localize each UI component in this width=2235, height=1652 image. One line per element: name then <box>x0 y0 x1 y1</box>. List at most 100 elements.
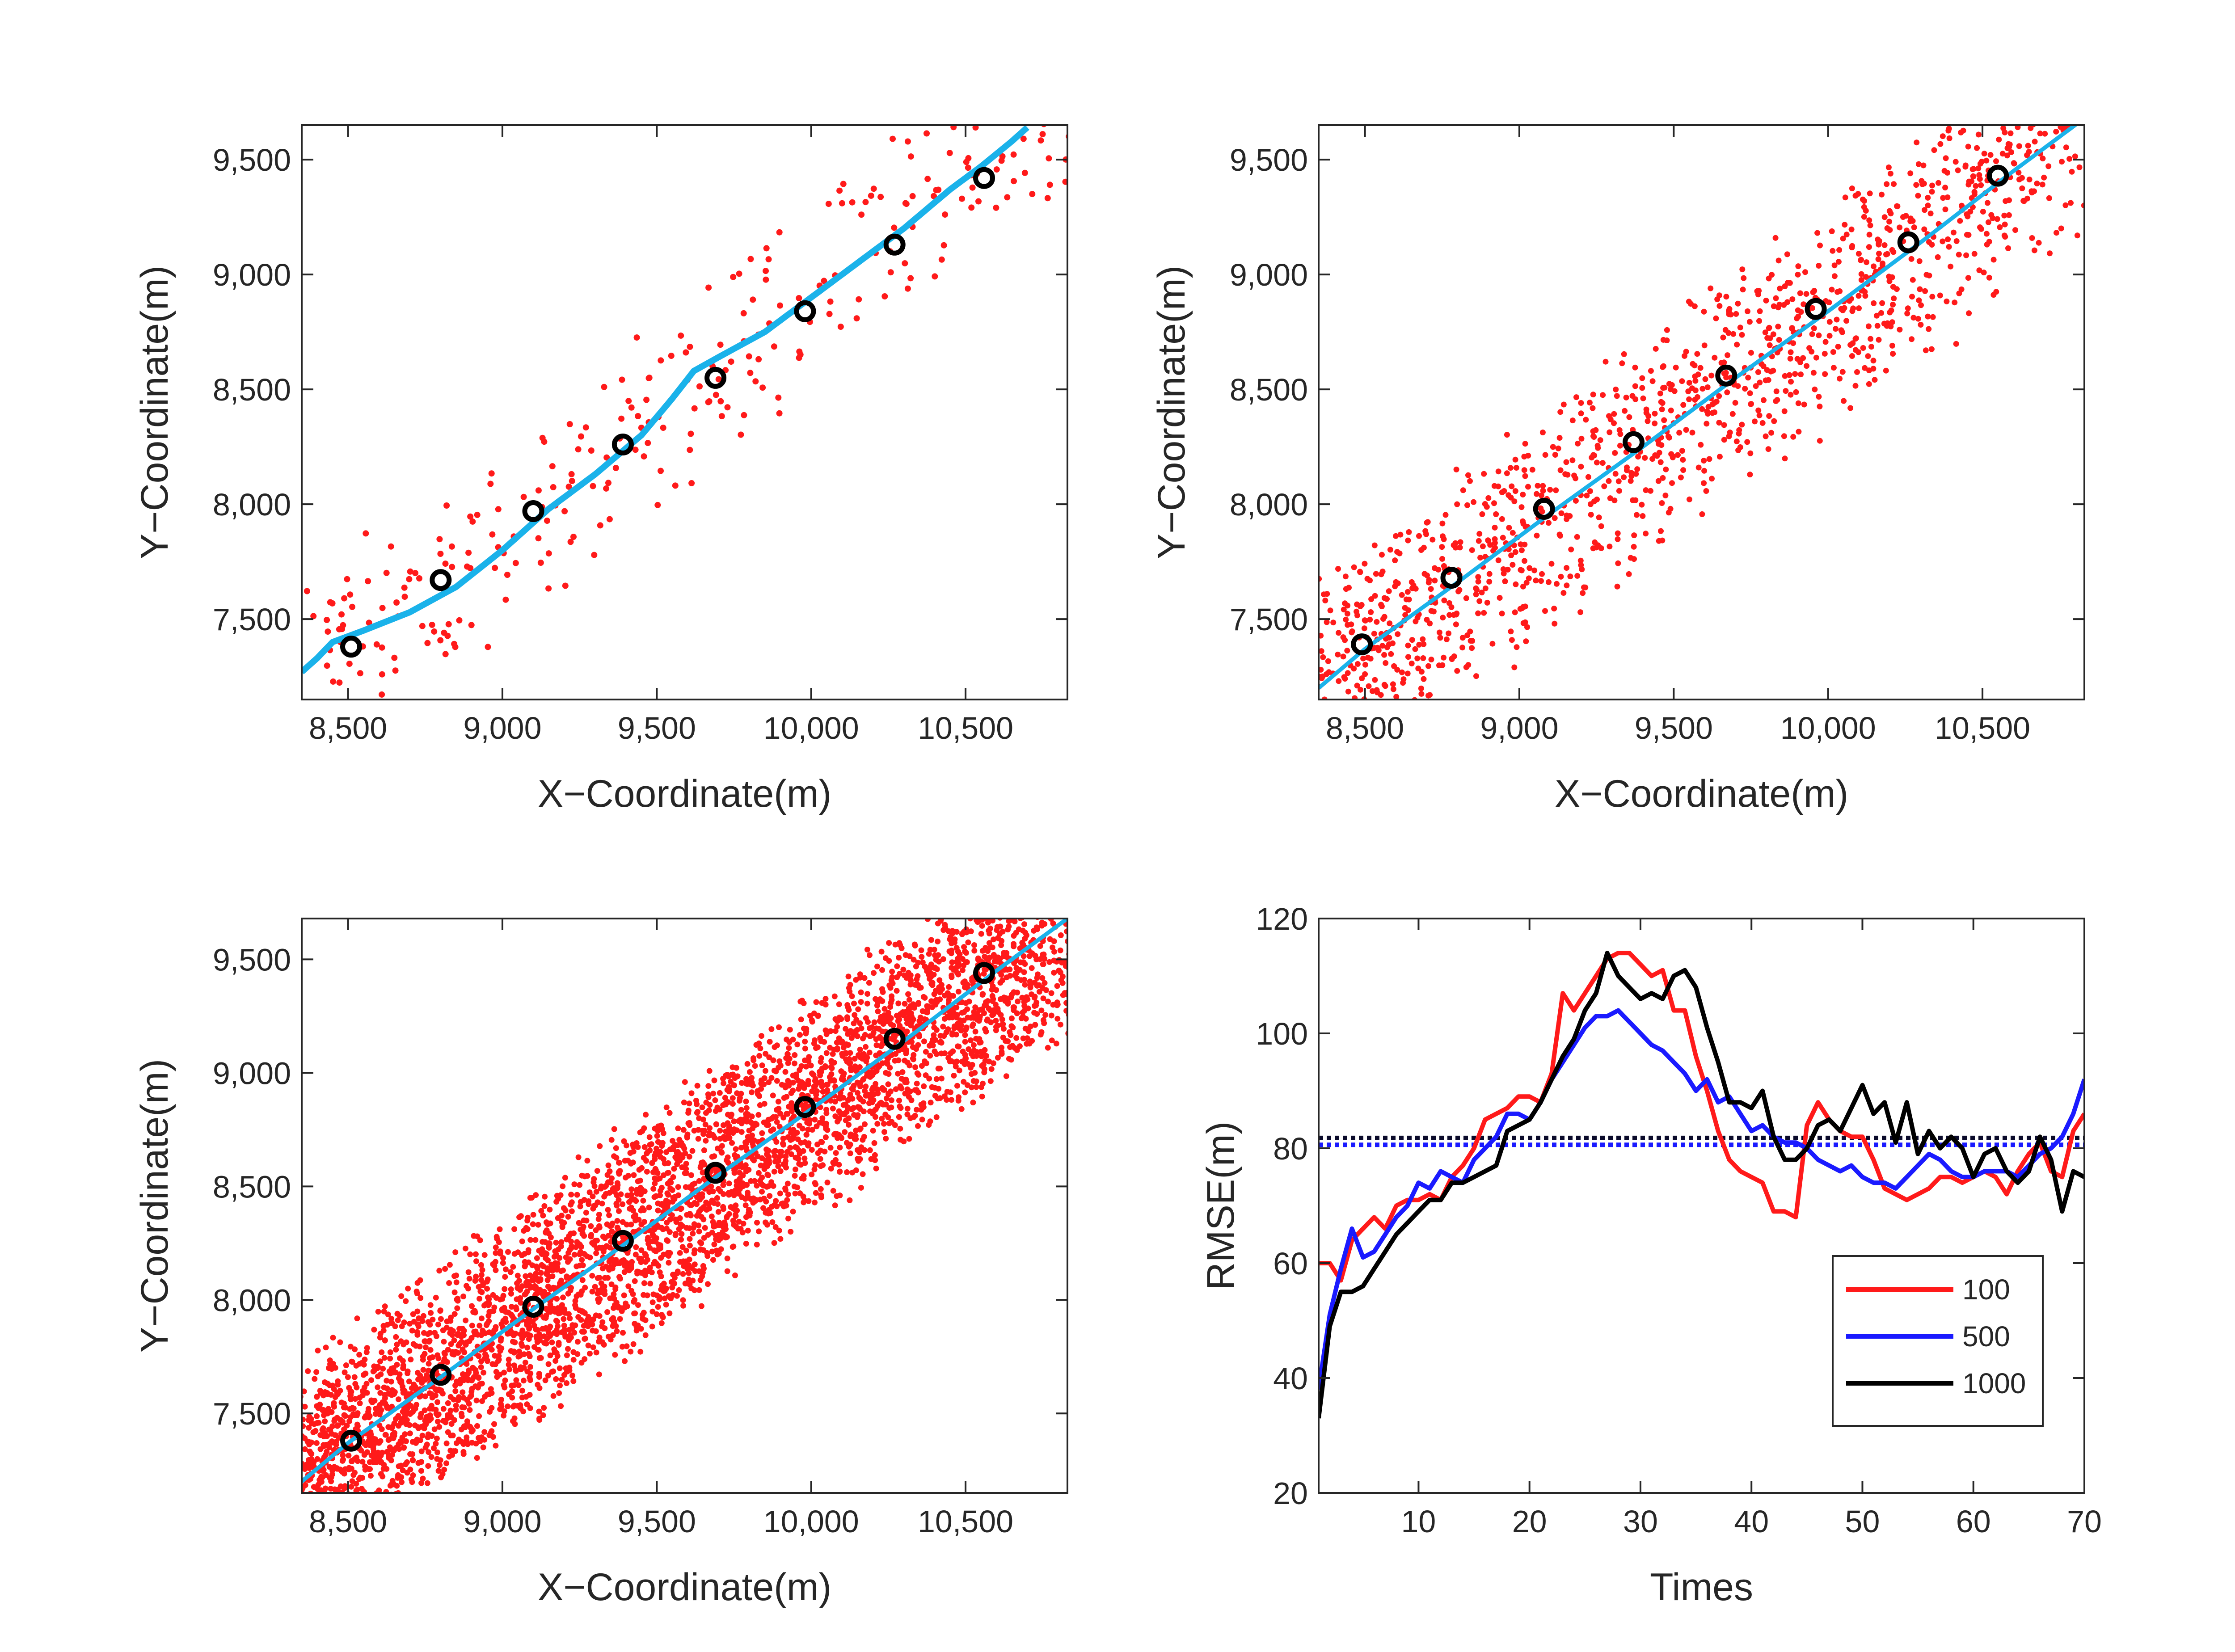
scatter-point <box>1594 496 1600 502</box>
scatter-point <box>1567 573 1573 580</box>
scatter-point <box>1709 476 1715 482</box>
scatter-point <box>1763 377 1769 384</box>
scatter-point <box>738 1080 745 1086</box>
scatter-point <box>1752 418 1758 425</box>
scatter-point <box>1384 596 1390 602</box>
scatter-point <box>720 1075 726 1082</box>
scatter-point <box>390 1435 396 1441</box>
scatter-point <box>961 1017 967 1024</box>
scatter-point <box>461 1404 467 1411</box>
scatter-point <box>1757 308 1763 314</box>
scatter-point <box>402 1461 409 1467</box>
scatter-point <box>604 1309 611 1315</box>
scatter-point <box>1633 471 1639 477</box>
scatter-point <box>1705 404 1712 410</box>
scatter-point <box>1344 648 1350 654</box>
scatter-point <box>1556 435 1563 441</box>
scatter-point <box>1427 692 1433 698</box>
scatter-point <box>609 1228 615 1235</box>
scatter-point <box>1716 393 1722 399</box>
scatter-point <box>700 1131 707 1137</box>
scatter-point <box>609 1175 615 1181</box>
scatter-point <box>813 999 819 1005</box>
scatter-point <box>407 568 413 575</box>
scatter-point <box>857 1106 863 1112</box>
scatter-point <box>1442 512 1449 518</box>
scatter-point <box>682 1079 688 1085</box>
scatter-point <box>1388 651 1394 657</box>
scatter-point <box>868 192 874 199</box>
scatter-point <box>1522 441 1528 447</box>
scatter-point <box>624 1142 629 1149</box>
scatter-point <box>1739 332 1745 338</box>
estimate-marker <box>1533 497 1555 520</box>
scatter-point <box>734 1065 739 1071</box>
scatter-point <box>436 536 443 543</box>
scatter-point <box>553 1199 560 1205</box>
scatter-point <box>942 924 949 931</box>
scatter-point <box>401 594 408 600</box>
scatter-point <box>1873 312 1880 319</box>
scatter-point <box>755 1170 762 1176</box>
scatter-point <box>690 1231 696 1237</box>
scatter-point <box>569 478 575 485</box>
scatter-point <box>958 1028 964 1033</box>
scatter-point <box>1354 661 1361 667</box>
scatter-point <box>931 991 937 997</box>
scatter-point <box>1830 248 1836 254</box>
scatter-point <box>1736 430 1742 437</box>
scatter-point <box>1524 624 1530 630</box>
scatter-point <box>832 1113 839 1119</box>
scatter-point <box>610 1332 616 1338</box>
scatter-point <box>1741 275 1747 281</box>
scatter-point <box>823 1110 830 1117</box>
scatter-point <box>1479 590 1485 596</box>
scatter-point <box>907 153 914 160</box>
scatter-point <box>1860 196 1866 202</box>
scatter-point <box>786 1045 792 1051</box>
scatter-point <box>1985 219 1991 225</box>
scatter-point <box>1712 409 1718 415</box>
scatter-point <box>993 1018 999 1024</box>
scatter-point <box>1640 395 1646 401</box>
scatter-point <box>741 412 747 418</box>
scatter-point <box>1590 433 1596 439</box>
scatter-point <box>1889 342 1895 349</box>
scatter-point <box>1735 383 1741 389</box>
scatter-point <box>638 1247 645 1253</box>
scatter-point <box>1379 643 1386 649</box>
scatter-point <box>442 651 449 657</box>
scatter-point <box>371 1327 377 1333</box>
scatter-point <box>1341 674 1347 680</box>
scatter-point <box>1945 236 1951 242</box>
scatter-point <box>547 1309 553 1315</box>
scatter-point <box>972 125 979 131</box>
ticks: 8,500 9,000 9,500 10,000 10,5007,5008,0008,5… <box>1230 125 2084 746</box>
scatter-point <box>1856 305 1862 312</box>
scatter-point <box>586 1350 593 1357</box>
scatter-point <box>783 1164 789 1171</box>
scatter-point <box>686 1100 692 1107</box>
scatter-point <box>1993 158 1999 164</box>
scatter-point <box>605 1207 611 1213</box>
scatter-point <box>1039 975 1046 981</box>
scatter-point <box>1867 222 1873 228</box>
scatter-point <box>649 1231 656 1238</box>
scatter-point <box>541 1203 548 1209</box>
scatter-point <box>1394 549 1400 555</box>
scatter-point <box>1554 581 1560 587</box>
scatter-point <box>1849 353 1855 359</box>
scatter-point <box>1612 471 1619 477</box>
scatter-point <box>888 1097 894 1104</box>
scatter-point <box>587 1254 593 1260</box>
scatter-point <box>715 1146 721 1151</box>
scatter-point <box>1557 409 1564 415</box>
scatter-point <box>375 1440 382 1446</box>
scatter-point <box>853 315 860 322</box>
scatter-point <box>1795 313 1801 320</box>
scatter-point <box>646 1134 653 1140</box>
scatter-point <box>1970 173 1977 180</box>
scatter-point <box>1021 953 1027 959</box>
scatter-point <box>315 1348 321 1354</box>
scatter-point <box>1469 645 1475 651</box>
